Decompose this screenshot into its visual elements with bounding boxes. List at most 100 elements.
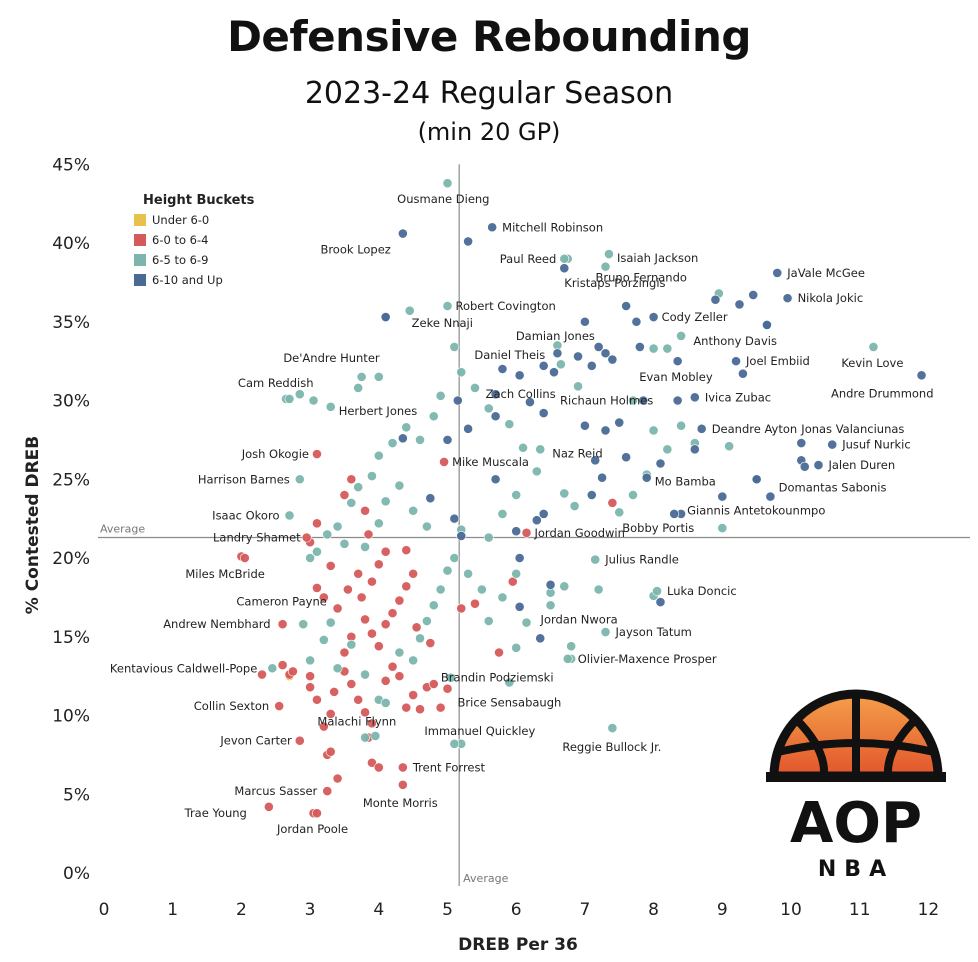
data-point bbox=[408, 655, 419, 666]
data-point bbox=[483, 403, 494, 414]
data-point-labeled bbox=[672, 356, 683, 367]
legend-title: Height Buckets bbox=[143, 193, 255, 208]
data-point bbox=[518, 442, 528, 453]
legend-item: Under 6-0 bbox=[152, 213, 209, 227]
data-point bbox=[566, 641, 577, 652]
data-point bbox=[363, 529, 374, 540]
data-point bbox=[373, 762, 384, 773]
point-label: Giannis Antetokounmpo bbox=[687, 504, 825, 518]
data-point bbox=[514, 370, 525, 381]
data-point bbox=[449, 513, 460, 524]
data-point bbox=[332, 521, 343, 532]
x-tick-label: 3 bbox=[305, 900, 316, 920]
data-point bbox=[511, 490, 522, 500]
legend-item: 6-0 to 6-4 bbox=[152, 233, 208, 247]
data-point bbox=[470, 382, 480, 393]
data-point bbox=[497, 592, 508, 603]
data-point bbox=[387, 608, 398, 619]
data-point-labeled bbox=[689, 392, 700, 403]
data-point bbox=[411, 622, 422, 633]
data-point bbox=[435, 584, 446, 595]
data-point bbox=[514, 553, 525, 563]
data-point bbox=[428, 679, 439, 689]
data-point bbox=[655, 458, 666, 469]
point-label: Jordan Nwora bbox=[540, 612, 618, 626]
data-point bbox=[511, 568, 522, 579]
data-point-labeled bbox=[641, 472, 652, 483]
y-tick-label: 10% bbox=[52, 707, 90, 727]
data-point bbox=[497, 509, 508, 519]
point-label: Ousmane Dieng bbox=[397, 192, 489, 206]
y-tick-label: 15% bbox=[52, 628, 90, 648]
data-point bbox=[545, 579, 556, 590]
data-point bbox=[380, 675, 391, 686]
data-point bbox=[394, 647, 405, 658]
x-tick-label: 1 bbox=[167, 900, 178, 920]
point-label: Malachi Flynn bbox=[317, 715, 396, 729]
data-point-labeled bbox=[782, 293, 793, 304]
data-point-labeled bbox=[604, 249, 614, 259]
data-point bbox=[305, 553, 315, 563]
data-point-labeled bbox=[397, 779, 408, 790]
data-point bbox=[538, 360, 549, 371]
data-point-labeled bbox=[380, 312, 391, 322]
data-point bbox=[573, 381, 583, 392]
data-point-labeled bbox=[607, 723, 618, 733]
point-label: Landry Shamet bbox=[213, 531, 301, 545]
legend-swatch bbox=[134, 234, 146, 246]
point-label: Jordan Poole bbox=[276, 822, 348, 836]
point-label: Josh Okogie bbox=[241, 447, 309, 461]
point-label: Bruno Fernando bbox=[596, 271, 687, 285]
data-point bbox=[672, 395, 683, 406]
data-point bbox=[531, 466, 542, 477]
data-point bbox=[367, 628, 377, 639]
data-point bbox=[305, 671, 315, 682]
data-point bbox=[415, 704, 425, 715]
x-tick-label: 8 bbox=[648, 900, 659, 920]
point-label: Mitchell Robinson bbox=[502, 220, 603, 234]
data-point bbox=[305, 682, 315, 693]
data-point bbox=[452, 395, 463, 406]
point-label: Immanuel Quickley bbox=[424, 724, 535, 738]
logo-text: AOP bbox=[790, 791, 922, 856]
point-label: Cameron Payne bbox=[236, 594, 326, 608]
data-point bbox=[607, 497, 618, 508]
data-point-labeled bbox=[731, 356, 741, 367]
data-point-labeled bbox=[487, 222, 498, 233]
data-point bbox=[648, 425, 659, 436]
data-point-labeled bbox=[301, 532, 312, 543]
data-point bbox=[463, 568, 474, 579]
data-point bbox=[476, 584, 487, 595]
data-point bbox=[397, 433, 408, 444]
point-label: Miles McBride bbox=[185, 567, 264, 581]
data-point bbox=[373, 450, 384, 461]
data-point bbox=[312, 583, 322, 593]
data-point bbox=[425, 493, 436, 504]
data-point bbox=[346, 474, 357, 485]
data-point-labeled bbox=[294, 474, 305, 485]
data-point-labeled bbox=[449, 738, 460, 749]
data-point bbox=[298, 619, 309, 630]
data-point bbox=[360, 614, 370, 625]
data-point bbox=[288, 666, 298, 677]
data-point-labeled bbox=[397, 762, 408, 773]
data-point-labeled bbox=[239, 553, 250, 563]
data-point bbox=[511, 526, 522, 537]
data-point bbox=[380, 619, 391, 630]
data-point bbox=[408, 690, 419, 700]
legend-swatch bbox=[134, 214, 146, 226]
data-point bbox=[497, 364, 508, 374]
y-tick-label: 40% bbox=[52, 234, 90, 254]
data-point bbox=[360, 505, 370, 516]
y-tick-label: 0% bbox=[63, 864, 90, 884]
data-point bbox=[257, 669, 267, 680]
data-point-labeled bbox=[442, 178, 453, 189]
data-point bbox=[367, 471, 377, 481]
point-label: Kristaps Porzingis bbox=[564, 276, 665, 290]
data-point-labeled bbox=[277, 619, 288, 630]
data-point bbox=[353, 568, 364, 579]
data-point bbox=[277, 660, 288, 670]
data-point bbox=[442, 434, 453, 445]
data-point bbox=[521, 617, 532, 628]
data-point bbox=[360, 707, 370, 718]
